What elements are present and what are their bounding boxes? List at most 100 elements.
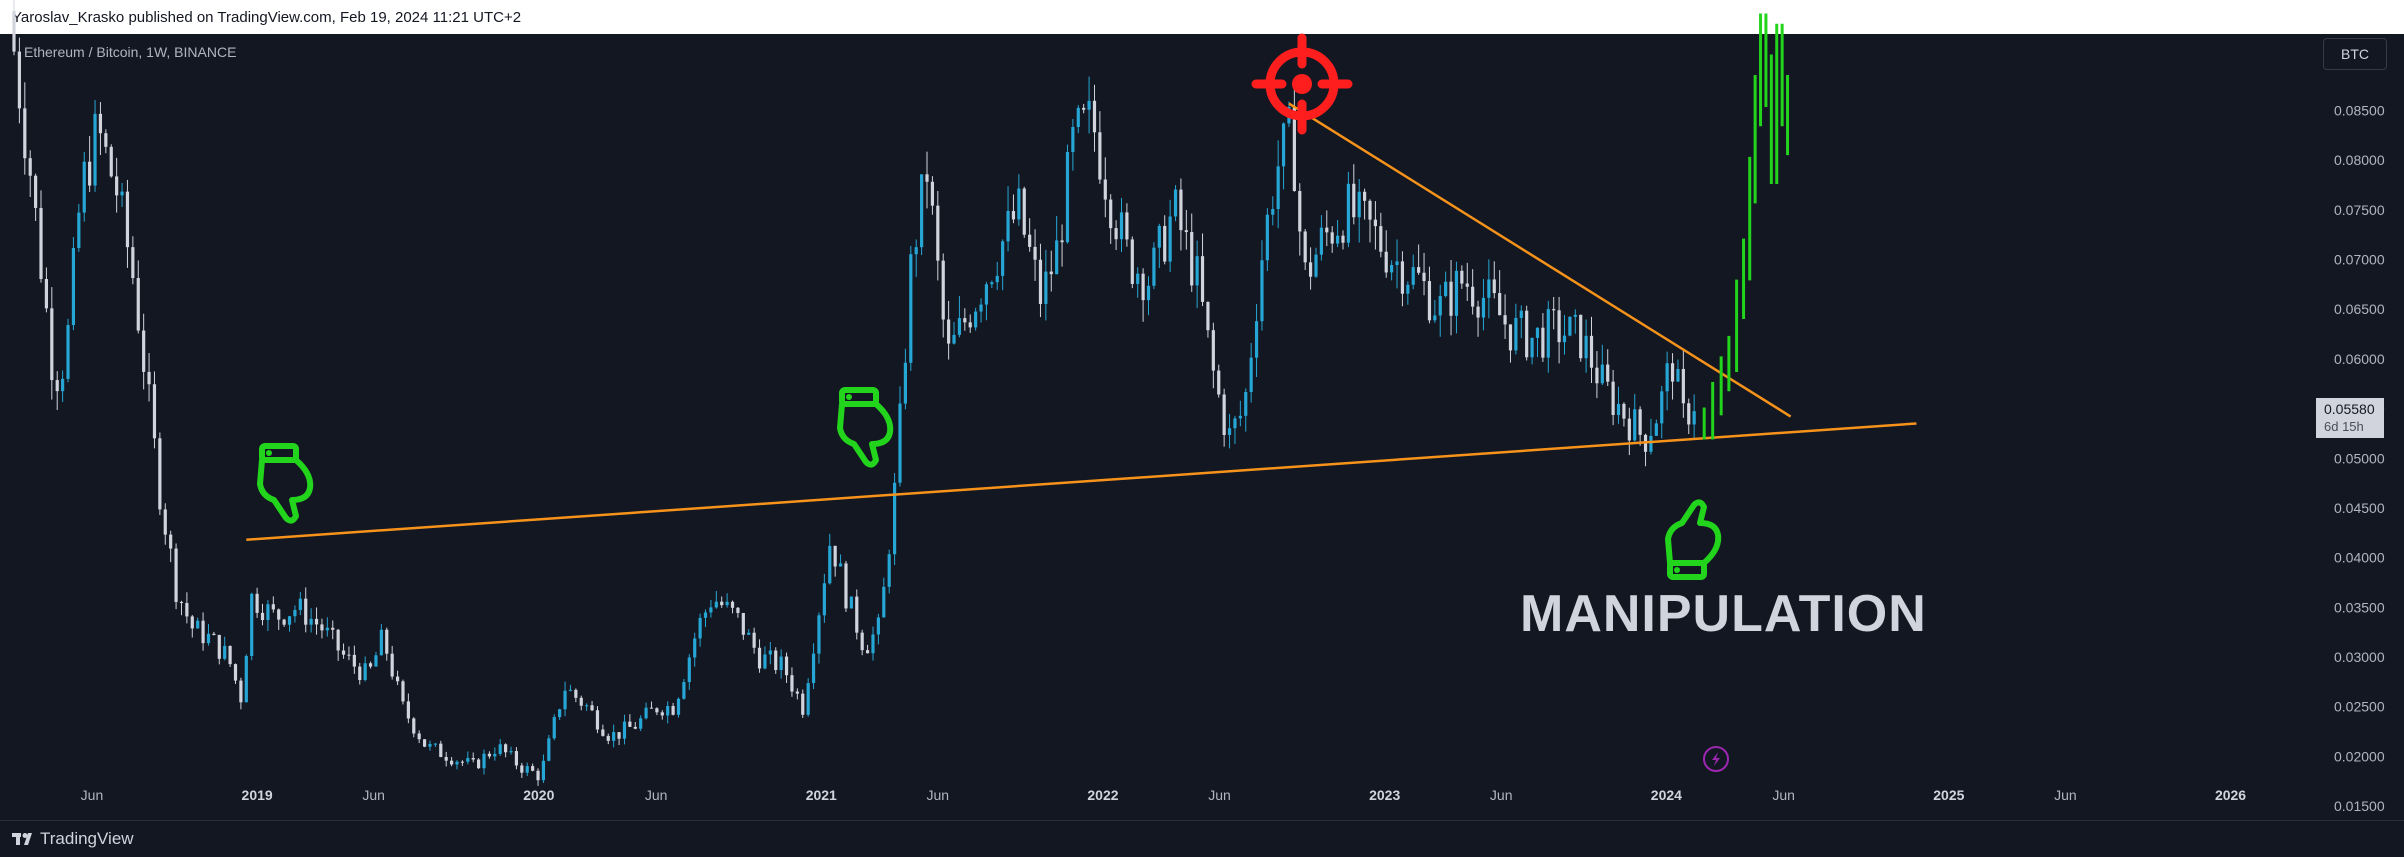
candle-body (644, 707, 648, 719)
candle-body (304, 598, 308, 625)
candle-body (795, 691, 799, 694)
candle-body (898, 403, 902, 483)
pointing-hand-icon (1665, 499, 1722, 580)
candle-body (984, 284, 989, 305)
candle-body (320, 624, 324, 631)
resistance-trendline[interactable] (1288, 102, 1792, 418)
candle-body (1552, 309, 1556, 311)
candle-body (752, 632, 756, 648)
candle-body (93, 113, 97, 186)
candle-body (282, 619, 286, 625)
candle-body (482, 753, 486, 769)
candle-body (406, 701, 410, 719)
candle-body (844, 563, 848, 609)
candle-body (1530, 337, 1534, 358)
candle-body (239, 680, 243, 703)
candle-body (1314, 254, 1318, 277)
candle-body (1633, 409, 1637, 441)
candle-body (433, 743, 437, 745)
candle-body (541, 760, 546, 781)
candle-body (1319, 227, 1323, 255)
candle-body (925, 174, 929, 182)
candle-body (963, 318, 967, 323)
candle-body (298, 598, 302, 611)
candle-body (163, 509, 167, 535)
candle-body (957, 318, 962, 335)
candle-body (82, 161, 86, 213)
candle-body (1341, 235, 1345, 243)
candle-body (1082, 107, 1086, 110)
candle-body (309, 618, 313, 625)
candle-body (439, 743, 443, 757)
candle-body (590, 705, 594, 711)
candle-body (147, 371, 151, 385)
candle-body (1660, 391, 1664, 424)
candle-body (666, 705, 670, 716)
candle-body (1022, 188, 1026, 235)
candle-body (1481, 297, 1486, 318)
support-trendline[interactable] (246, 422, 1917, 541)
candle-body (1222, 394, 1226, 435)
candle-body (1357, 191, 1361, 218)
y-tick-label: 0.06000 (2334, 351, 2385, 367)
candle-body (687, 657, 691, 683)
candle-body (401, 681, 405, 702)
candle-body (790, 675, 794, 692)
candle-body (1638, 409, 1642, 435)
tradingview-logo-icon[interactable] (12, 830, 36, 848)
candle-body (395, 676, 400, 682)
candle-body (1103, 179, 1107, 200)
candle-body (876, 617, 880, 635)
candle-body (1141, 273, 1145, 301)
candle-body (855, 596, 859, 633)
candle-body (1352, 183, 1356, 218)
candle-body (125, 191, 130, 248)
y-axis[interactable]: 0.090000.085000.080000.075000.070000.065… (2334, 53, 2385, 814)
currency-button[interactable]: BTC (2323, 38, 2387, 70)
candle-body (1260, 260, 1264, 322)
candle-body (1006, 210, 1010, 242)
candle-body (266, 604, 270, 621)
lightning-icon[interactable] (1703, 746, 1729, 772)
candle-body (887, 554, 891, 587)
candle-body (709, 607, 713, 613)
candle-body (725, 601, 729, 606)
x-axis[interactable]: Jun 2019 Jun 2020 Jun 2021 Jun 2022 Jun 2023 Jun 20… (81, 787, 2247, 803)
candle-body (471, 758, 475, 760)
y-tick-label: 0.03000 (2334, 649, 2385, 665)
candle-body (1028, 234, 1032, 247)
candle-body (169, 534, 173, 549)
candle-body (1487, 279, 1491, 298)
y-tick-label: 0.05000 (2334, 450, 2385, 466)
candle-body (466, 758, 470, 762)
candle-body (66, 325, 70, 379)
candle-body (379, 629, 383, 656)
candle-body (417, 733, 421, 740)
candle-body (277, 609, 281, 620)
candle-body (628, 721, 632, 727)
candle-body (206, 633, 211, 644)
candle-body (374, 655, 378, 667)
candle-body (558, 709, 562, 718)
candle-body (12, 11, 16, 52)
candle-body (455, 761, 459, 765)
candle-body (952, 334, 956, 344)
candle-body (1557, 310, 1561, 343)
candle-body (1676, 368, 1680, 382)
candle-body (1173, 189, 1178, 217)
bar-countdown: 6d 15h (2324, 419, 2364, 434)
candle-body (190, 616, 194, 629)
candle-body (1454, 270, 1459, 316)
candle-body (1654, 423, 1658, 436)
manipulation-annotation: MANIPULATION (1520, 585, 1927, 643)
candle-body (1535, 327, 1540, 338)
candle-body (352, 654, 356, 667)
candle-body (1049, 271, 1053, 275)
candle-body (428, 743, 432, 747)
candle-body (1303, 231, 1307, 263)
candle-body (930, 181, 935, 206)
footer-brand[interactable]: TradingView (40, 829, 134, 848)
candles-layer (12, 0, 1696, 786)
